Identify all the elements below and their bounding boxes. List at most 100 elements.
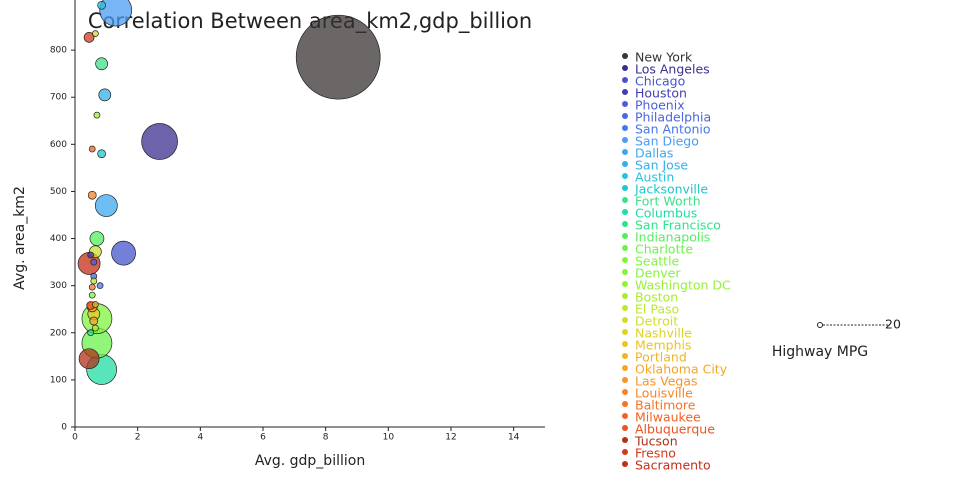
x-tick-label: 4 — [197, 433, 203, 443]
legend-label: Philadelphia — [635, 110, 711, 125]
legend-marker — [622, 449, 628, 455]
legend-label: Las Vegas — [635, 374, 698, 389]
legend-label: Los Angeles — [635, 62, 710, 77]
legend-marker — [622, 341, 628, 347]
legend-label: Sacramento — [635, 458, 711, 473]
legend-marker — [622, 389, 628, 395]
legend-label: San Jose — [635, 158, 688, 173]
bubble — [88, 145, 96, 153]
bubble — [90, 258, 98, 266]
x-tick-label: 8 — [323, 433, 329, 443]
legend-label: Oklahoma City — [635, 362, 728, 377]
legend-label: Denver — [635, 266, 681, 281]
bubble — [98, 88, 112, 102]
legend-label: Chicago — [635, 74, 685, 89]
legend-marker — [622, 113, 628, 119]
bubble — [87, 190, 97, 200]
legend-label: San Francisco — [635, 218, 721, 233]
legend-label: Louisville — [635, 386, 693, 401]
legend-marker — [622, 305, 628, 311]
legend-label: Columbus — [635, 206, 697, 221]
legend-label: Portland — [635, 350, 687, 365]
x-tick-label: 10 — [383, 433, 395, 443]
legend-marker — [622, 89, 628, 95]
legend-label: Dallas — [635, 146, 673, 161]
legend-label: Albuquerque — [635, 422, 715, 437]
y-tick-label: 300 — [50, 281, 67, 291]
legend-marker — [622, 233, 628, 239]
bubble — [92, 324, 99, 332]
y-tick-label: 200 — [50, 328, 67, 338]
legend-marker — [622, 425, 628, 431]
y-tick-label: 500 — [50, 187, 67, 197]
legend-label: Fresno — [635, 446, 676, 461]
bubble — [89, 316, 99, 326]
y-tick-label: 0 — [61, 423, 67, 433]
legend-label: Memphis — [635, 338, 692, 353]
bubble — [94, 194, 118, 217]
legend-marker — [622, 149, 628, 155]
bubble — [141, 123, 178, 160]
legend-marker — [622, 101, 628, 107]
x-tick-label: 0 — [72, 433, 78, 443]
bubble — [89, 231, 105, 246]
y-tick-label: 100 — [50, 375, 67, 385]
legend-label: Baltimore — [635, 398, 696, 413]
legend-marker — [622, 53, 628, 59]
legend-marker — [622, 401, 628, 407]
bubble — [87, 329, 95, 337]
legend-marker — [622, 257, 628, 263]
legend-label: Boston — [635, 290, 678, 305]
legend-marker — [622, 65, 628, 71]
y-axis-title: Avg. area_km2 — [12, 186, 28, 290]
bubble — [99, 0, 133, 27]
bubble — [92, 301, 99, 308]
legend-label: San Antonio — [635, 122, 711, 137]
bubble — [111, 240, 136, 266]
legend-marker — [622, 125, 628, 131]
legend-marker — [622, 221, 628, 227]
legend-label: Seattle — [635, 254, 680, 269]
x-tick-label: 14 — [508, 433, 520, 443]
legend-label: Jacksonville — [634, 182, 708, 197]
size-legend-marker — [816, 321, 824, 329]
legend-label: Austin — [635, 170, 674, 185]
bubble — [93, 111, 101, 119]
legend-label: Nashville — [635, 326, 692, 341]
legend-marker — [622, 377, 628, 383]
x-tick-label: 12 — [445, 433, 456, 443]
legend-marker — [622, 461, 628, 467]
legend-label: Indianapolis — [635, 230, 710, 245]
bubble — [95, 57, 108, 71]
legend-marker — [622, 437, 628, 443]
legend-label: Houston — [635, 86, 687, 101]
legend-label: Phoenix — [635, 98, 685, 113]
legend-label: El Paso — [635, 302, 679, 317]
y-tick-label: 800 — [50, 46, 67, 56]
legend-marker — [622, 281, 628, 287]
legend-label: Tucson — [634, 434, 678, 449]
legend-marker — [622, 137, 628, 143]
x-tick-label: 6 — [260, 433, 266, 443]
legend-marker — [622, 185, 628, 191]
legend-marker — [622, 269, 628, 275]
legend-marker — [622, 173, 628, 179]
legend-marker — [622, 353, 628, 359]
bubble — [295, 14, 381, 100]
bubble — [97, 1, 106, 10]
legend-marker — [622, 365, 628, 371]
legend-label: New York — [635, 50, 693, 65]
legend-label: Charlotte — [635, 242, 693, 257]
legend-label: San Diego — [635, 134, 699, 149]
bubble — [88, 291, 96, 299]
legend-marker — [622, 317, 628, 323]
bubble — [88, 283, 96, 291]
bubble — [92, 30, 99, 37]
bubble — [78, 348, 100, 370]
legend-label: Detroit — [635, 314, 678, 329]
bubble — [97, 149, 106, 159]
bubble — [96, 282, 104, 290]
legend-marker — [622, 161, 628, 167]
y-tick-label: 700 — [50, 93, 67, 103]
